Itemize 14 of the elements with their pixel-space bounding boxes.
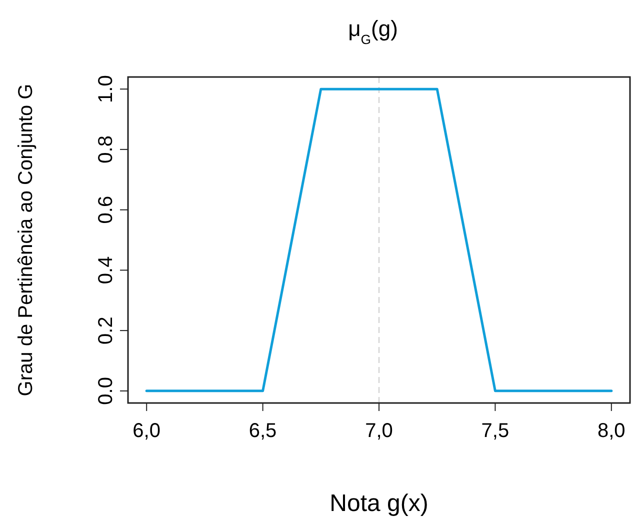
chart-title: μ$_{G}$(g): [348, 16, 398, 46]
x-axis-title: Nota g(x): [330, 490, 428, 517]
x-tick-label: 6,5: [248, 420, 277, 442]
y-tick-label: 1.0: [95, 75, 117, 103]
y-axis-title: Grau de Pertinência ao Conjunto G: [15, 84, 37, 396]
x-tick-label: 6,0: [132, 420, 160, 442]
y-tick-label: 0.2: [95, 316, 117, 344]
y-tick-label: 0.8: [95, 136, 117, 164]
y-tick-label: 0.4: [95, 256, 117, 284]
x-tick-label: 8,0: [598, 420, 626, 442]
x-tick-label: 7,0: [365, 420, 393, 442]
y-tick-label: 0.6: [95, 196, 117, 224]
x-tick-label: 7,5: [481, 420, 510, 442]
y-tick-label: 0.0: [95, 377, 117, 405]
